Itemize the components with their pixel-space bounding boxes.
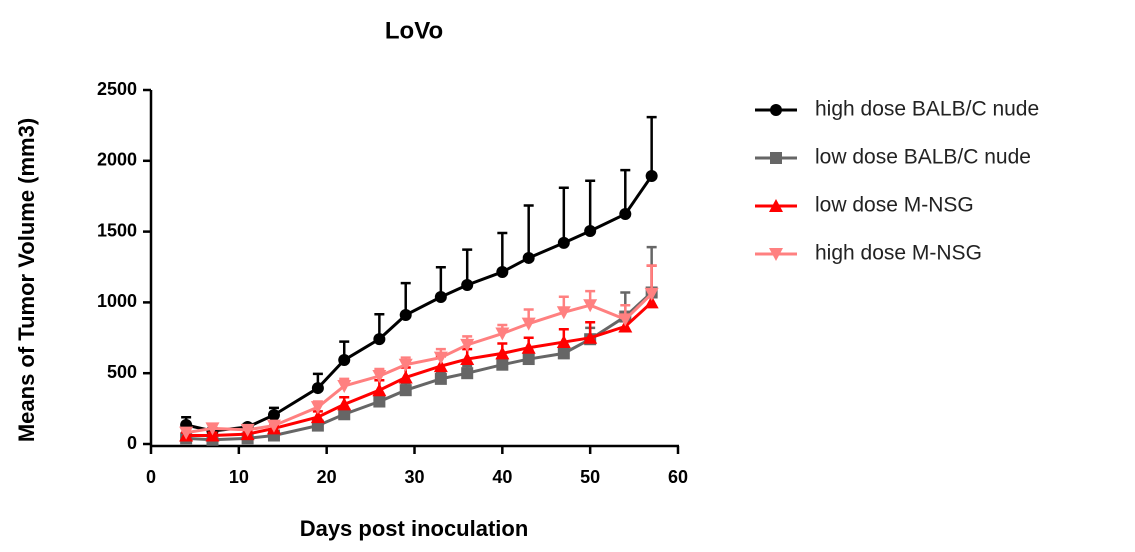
marker bbox=[372, 370, 387, 384]
marker bbox=[433, 359, 448, 373]
marker bbox=[434, 291, 447, 304]
marker bbox=[398, 370, 413, 384]
legend-label: low dose M-NSG bbox=[815, 194, 974, 217]
marker bbox=[338, 354, 351, 367]
marker bbox=[311, 382, 324, 395]
series-line bbox=[186, 301, 653, 438]
marker bbox=[373, 333, 386, 346]
marker bbox=[373, 395, 386, 408]
error-bar bbox=[646, 115, 657, 176]
legend-marker bbox=[769, 248, 783, 261]
x-tick-label: 30 bbox=[404, 467, 424, 487]
marker bbox=[495, 346, 510, 360]
error-bar bbox=[558, 186, 569, 243]
series-line bbox=[186, 291, 653, 442]
legend-item: low dose M-NSG bbox=[755, 194, 974, 217]
y-axis-label: Means of Tumor Volume (mm3) bbox=[14, 118, 39, 442]
marker bbox=[583, 299, 598, 313]
error-bar bbox=[585, 179, 596, 232]
x-tick-label: 10 bbox=[229, 467, 249, 487]
series bbox=[180, 115, 658, 437]
marker bbox=[557, 236, 570, 249]
legend-label: low dose BALB/C nude bbox=[815, 146, 1031, 169]
legend-label: high dose M-NSG bbox=[815, 242, 982, 265]
chart-title: LoVo bbox=[385, 17, 443, 44]
marker bbox=[338, 408, 351, 421]
marker bbox=[584, 225, 597, 238]
legend-item: high dose BALB/C nude bbox=[755, 98, 1039, 121]
marker bbox=[461, 367, 474, 380]
marker bbox=[556, 335, 571, 349]
legend-label: high dose BALB/C nude bbox=[815, 98, 1039, 121]
series-line bbox=[185, 175, 653, 433]
y-tick-label: 2000 bbox=[97, 150, 137, 170]
y-tick-label: 500 bbox=[107, 362, 137, 382]
error-bar bbox=[620, 168, 631, 215]
marker bbox=[399, 384, 412, 397]
marker bbox=[310, 401, 325, 415]
marker bbox=[460, 338, 475, 352]
marker bbox=[521, 340, 536, 354]
marker bbox=[521, 317, 536, 331]
marker bbox=[267, 408, 280, 421]
series bbox=[180, 245, 658, 446]
y-tick-label: 1000 bbox=[97, 291, 137, 311]
marker bbox=[522, 251, 535, 264]
x-tick-label: 50 bbox=[580, 467, 600, 487]
y-tick-label: 1500 bbox=[97, 220, 137, 240]
legend-item: high dose M-NSG bbox=[755, 242, 982, 265]
marker bbox=[496, 265, 509, 278]
marker bbox=[583, 330, 598, 344]
marker bbox=[619, 208, 632, 221]
marker bbox=[433, 351, 448, 365]
marker bbox=[644, 295, 659, 309]
error-bar bbox=[497, 231, 508, 272]
marker bbox=[644, 287, 659, 301]
marker bbox=[240, 423, 255, 437]
marker bbox=[337, 397, 352, 411]
series-line bbox=[185, 292, 653, 435]
marker bbox=[310, 410, 325, 424]
x-tick-label: 20 bbox=[317, 467, 337, 487]
marker bbox=[556, 306, 571, 320]
marker bbox=[434, 372, 447, 385]
marker bbox=[205, 422, 220, 436]
marker bbox=[557, 347, 570, 360]
marker bbox=[179, 426, 194, 440]
x-tick-label: 60 bbox=[668, 467, 688, 487]
marker bbox=[522, 353, 535, 366]
marker bbox=[398, 358, 413, 372]
marker bbox=[337, 379, 352, 393]
x-axis-label: Days post inoculation bbox=[300, 516, 529, 541]
marker bbox=[372, 383, 387, 397]
x-tick-label: 0 bbox=[146, 467, 156, 487]
marker bbox=[266, 419, 281, 433]
marker bbox=[399, 309, 412, 322]
marker bbox=[460, 352, 475, 366]
error-bar bbox=[523, 204, 534, 258]
marker bbox=[496, 358, 509, 371]
marker bbox=[645, 169, 658, 182]
marker bbox=[618, 313, 633, 327]
marker bbox=[461, 278, 474, 291]
legend-marker bbox=[770, 104, 782, 116]
series bbox=[179, 264, 659, 440]
y-tick-label: 0 bbox=[127, 433, 137, 453]
y-tick-label: 2500 bbox=[97, 79, 137, 99]
legend-marker bbox=[770, 152, 782, 164]
legend-marker bbox=[769, 199, 783, 212]
x-tick-label: 40 bbox=[492, 467, 512, 487]
marker bbox=[495, 327, 510, 341]
legend-item: low dose BALB/C nude bbox=[755, 146, 1031, 169]
